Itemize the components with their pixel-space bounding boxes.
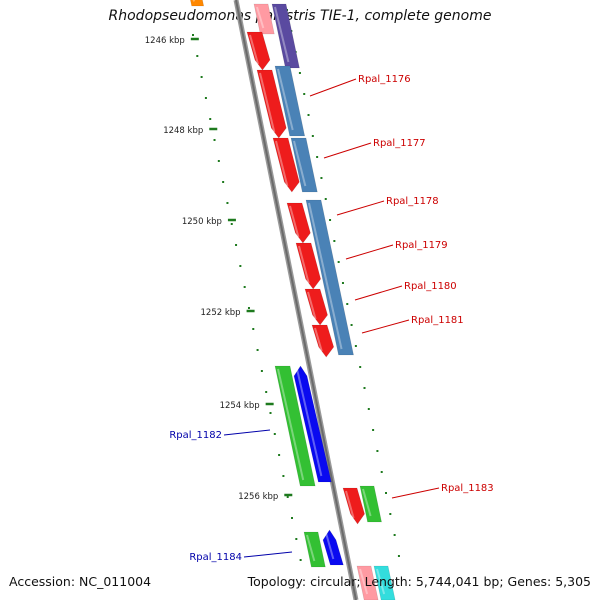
- gene-label-rpal-1184: Rpal_1184: [189, 552, 242, 563]
- feature-cds-1181: [311, 324, 335, 358]
- feature-shine: [259, 72, 276, 133]
- gene-label-rpal-1183: Rpal_1183: [441, 483, 494, 494]
- feature-cds-1180: [304, 288, 328, 326]
- feature-cds-1182: [293, 365, 332, 483]
- backbone-core: [235, 0, 357, 600]
- feature-pink: [253, 3, 275, 35]
- gene-label-leader: [345, 244, 394, 260]
- feature-partial-cyan: [373, 565, 396, 600]
- topology-text: Topology: circular; Length: 5,744,041 bp…: [247, 574, 591, 589]
- feature-cds-1177: [272, 137, 300, 193]
- feature-partial-pink: [356, 565, 379, 600]
- feature-shine: [307, 291, 317, 320]
- gene-label-rpal-1177: Rpal_1177: [373, 138, 426, 149]
- feature-cds-1183: [342, 487, 365, 525]
- gene-label-leader: [223, 429, 271, 436]
- gene-label-rpal-1182: Rpal_1182: [169, 430, 222, 441]
- gene-label-rpal-1178: Rpal_1178: [386, 196, 439, 207]
- tick-label: 1254 kbp: [220, 401, 260, 411]
- gene-label-rpal-1176: Rpal_1176: [358, 74, 411, 85]
- feature-shine: [314, 327, 323, 352]
- feature-partial-top: [190, 0, 205, 7]
- feature-shine: [277, 68, 294, 131]
- feature-gene-1176: [274, 65, 306, 137]
- gene-label-leader: [243, 551, 293, 558]
- feature-shine: [306, 534, 316, 562]
- feature-shine: [293, 140, 307, 187]
- feature-shine: [359, 568, 369, 595]
- tick-label: 1252 kbp: [201, 308, 241, 318]
- feature-shine: [192, 0, 196, 2]
- feature-shine: [277, 368, 305, 481]
- gene-label-leader: [361, 319, 410, 334]
- feature-gene-1184: [303, 531, 326, 568]
- gene-label-leader: [336, 200, 385, 216]
- feature-shine: [308, 202, 343, 350]
- tick-label: 1248 kbp: [163, 126, 203, 136]
- feature-shine: [289, 205, 300, 238]
- gene-label-rpal-1180: Rpal_1180: [404, 281, 457, 292]
- feature-shine: [274, 6, 290, 63]
- feature-cds-1179: [295, 242, 321, 290]
- feature-shine: [362, 488, 372, 517]
- feature-gene-1178-1181: [305, 199, 354, 356]
- feature-shine: [249, 34, 259, 65]
- feature-shine: [325, 532, 335, 560]
- gene-label-rpal-1179: Rpal_1179: [395, 240, 448, 251]
- feature-gene-1182: [274, 365, 316, 487]
- feature-cds-1178: [286, 202, 311, 244]
- tick-label: 1246 kbp: [145, 36, 185, 46]
- tick-label: 1250 kbp: [182, 217, 222, 227]
- feature-shine: [256, 6, 265, 29]
- gene-label-rpal-1181: Rpal_1181: [411, 315, 464, 326]
- feature-cds-1175: [246, 31, 271, 71]
- feature-gene-1177: [290, 137, 318, 193]
- feature-purple: [271, 3, 300, 69]
- gene-label-leader: [323, 142, 372, 159]
- feature-shine: [298, 245, 310, 284]
- accession-text: Accession: NC_011004: [9, 574, 152, 589]
- feature-cds-1176: [256, 69, 287, 139]
- genome-title: Rhodopseudomonas palustris TIE-1, comple…: [108, 8, 492, 24]
- feature-gene-1183: [359, 485, 382, 523]
- gene-label-leader: [391, 487, 440, 499]
- gene-label-leader: [354, 285, 403, 301]
- gene-label-leader: [309, 78, 357, 97]
- feature-shine: [345, 490, 355, 519]
- feature-shine: [376, 568, 386, 595]
- feature-shine: [296, 368, 323, 477]
- feature-shine: [275, 140, 289, 187]
- feature-cds-1184: [322, 529, 344, 566]
- tick-label: 1256 kbp: [238, 492, 278, 502]
